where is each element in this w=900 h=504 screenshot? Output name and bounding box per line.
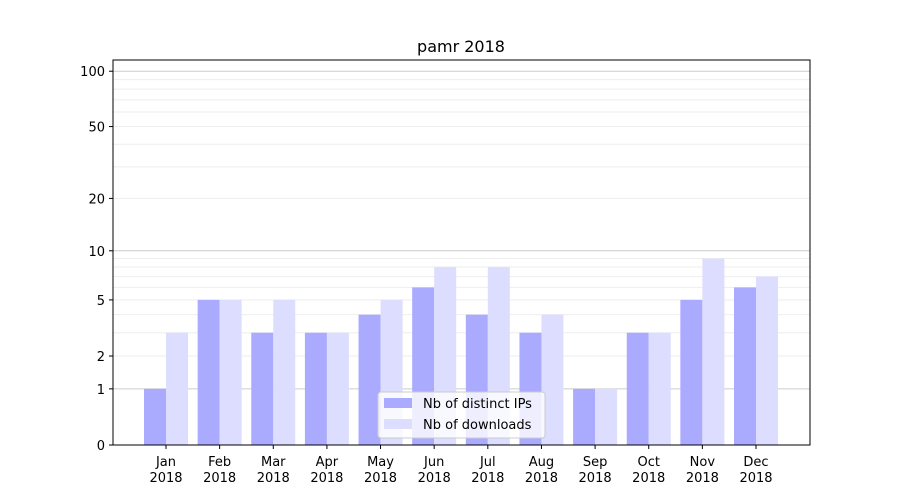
bar-downloads (756, 276, 778, 445)
x-tick-label: Dec 2018 (739, 455, 772, 486)
bar-ips (734, 287, 756, 445)
bar-downloads (273, 299, 296, 445)
legend: Nb of distinct IPs Nb of downloads (377, 391, 546, 439)
legend-swatch (384, 398, 412, 408)
x-tick-label: May 2018 (364, 455, 397, 486)
bar-ips (251, 332, 274, 445)
bar-ips (680, 299, 703, 445)
x-tick-label: Oct 2018 (632, 455, 665, 486)
y-tick-label: 1 (97, 383, 105, 398)
bar-ips (197, 299, 220, 445)
x-tick-label: Jun 2018 (418, 455, 451, 486)
bar-ips (573, 388, 596, 445)
bar-downloads (219, 299, 242, 445)
x-tick-label: Aug 2018 (525, 455, 558, 486)
x-tick-label: Mar 2018 (257, 455, 290, 486)
y-tick-label: 10 (88, 245, 105, 260)
bar-downloads (595, 388, 618, 445)
bar-downloads (541, 314, 564, 445)
bar-ips (144, 388, 166, 445)
bar-ips (626, 332, 649, 445)
y-tick-label: 20 (88, 192, 105, 207)
bar-downloads (648, 332, 671, 445)
x-tick-label: Apr 2018 (310, 455, 343, 486)
y-tick-label: 5 (97, 294, 105, 309)
y-tick-label: 100 (80, 65, 105, 80)
y-tick-label: 2 (97, 350, 105, 365)
legend-label: Nb of downloads (423, 418, 532, 433)
y-tick-label: 0 (97, 439, 105, 454)
x-tick-label: Nov 2018 (686, 455, 719, 486)
plot-frame (112, 59, 811, 446)
bar-downloads (326, 332, 349, 445)
x-tick-label: Jan 2018 (149, 455, 182, 486)
bar-ips (358, 314, 381, 445)
x-tick-label: Jul 2018 (471, 455, 504, 486)
chart-title: pamr 2018 (417, 37, 505, 56)
x-tick-label: Feb 2018 (203, 455, 236, 486)
legend-label: Nb of distinct IPs (423, 397, 532, 412)
legend-swatch (384, 419, 412, 429)
bar-ips (304, 332, 327, 445)
bar-downloads (702, 258, 725, 445)
x-tick-label: Sep 2018 (579, 455, 612, 486)
y-tick-label: 50 (88, 121, 105, 136)
bar-downloads (166, 332, 188, 445)
